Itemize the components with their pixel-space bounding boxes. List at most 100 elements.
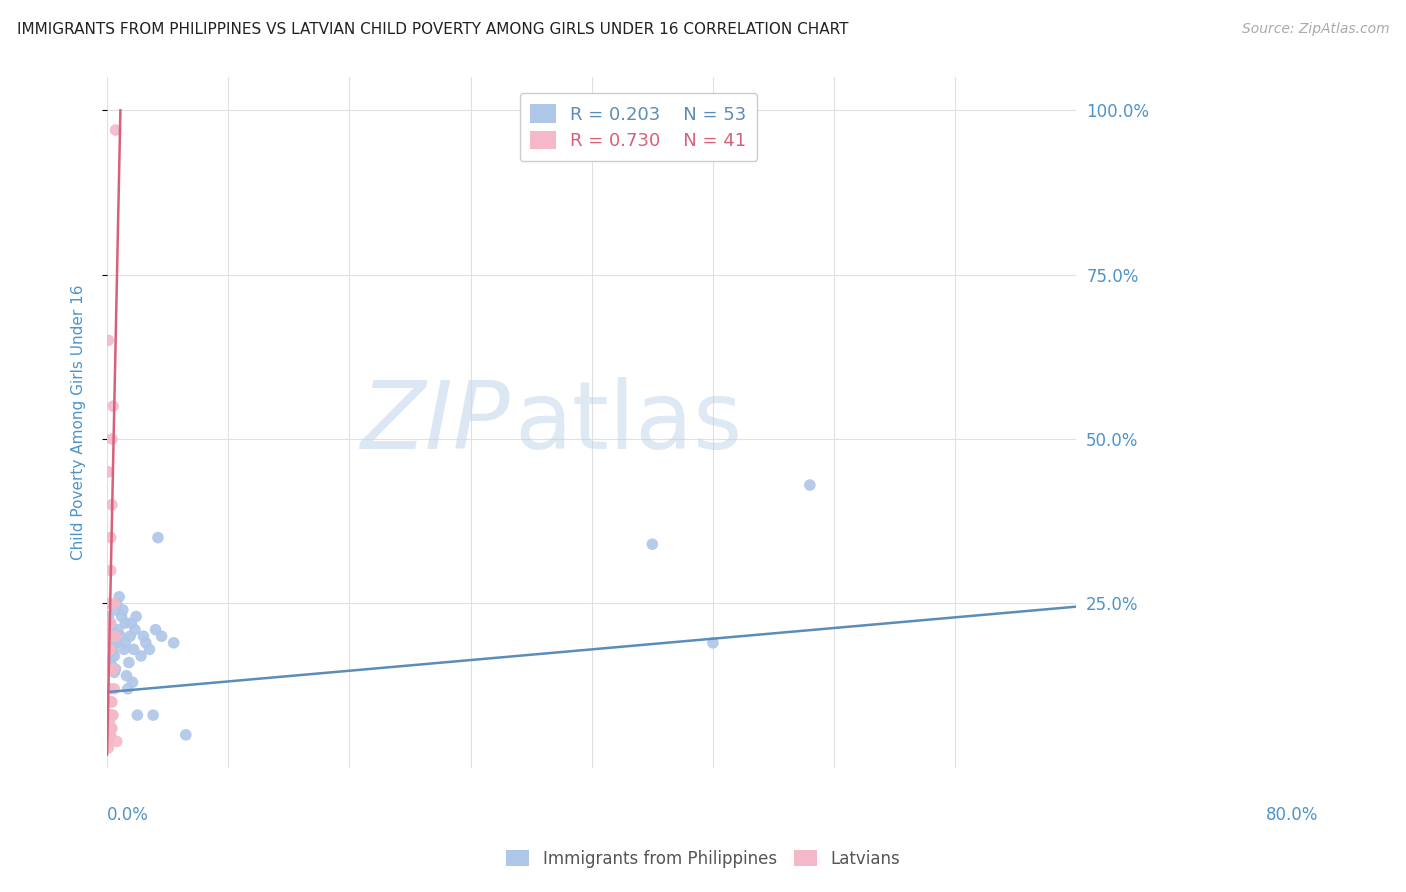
Text: ZIP: ZIP: [360, 377, 509, 468]
Point: [97, 334, 120, 348]
Point: [98, 642, 121, 657]
Point: [124, 623, 146, 637]
Point: [112, 642, 135, 657]
Point: [110, 609, 132, 624]
Point: [101, 432, 124, 446]
Point: [101, 623, 124, 637]
Point: [163, 636, 186, 650]
Point: [114, 616, 136, 631]
Point: [101, 498, 124, 512]
Point: [98, 616, 121, 631]
Point: [97, 741, 120, 756]
Point: [108, 590, 131, 604]
Point: [120, 616, 142, 631]
Point: [110, 629, 132, 643]
Point: [97, 681, 120, 696]
Point: [97, 658, 120, 673]
Point: [117, 681, 139, 696]
Point: [98, 652, 121, 666]
Point: [97, 465, 120, 479]
Point: [105, 636, 128, 650]
Point: [101, 648, 124, 663]
Y-axis label: Child Poverty Among Girls Under 16: Child Poverty Among Girls Under 16: [72, 285, 86, 560]
Text: IMMIGRANTS FROM PHILIPPINES VS LATVIAN CHILD POVERTY AMONG GIRLS UNDER 16 CORREL: IMMIGRANTS FROM PHILIPPINES VS LATVIAN C…: [17, 22, 848, 37]
Point: [98, 639, 121, 653]
Point: [641, 537, 664, 551]
Point: [103, 681, 125, 696]
Point: [101, 662, 124, 676]
Point: [129, 648, 152, 663]
Point: [97, 734, 120, 748]
Point: [97, 626, 120, 640]
Legend: R = 0.203    N = 53, R = 0.730    N = 41: R = 0.203 N = 53, R = 0.730 N = 41: [520, 94, 758, 161]
Point: [146, 531, 169, 545]
Point: [104, 629, 127, 643]
Point: [104, 662, 127, 676]
Point: [101, 708, 124, 723]
Point: [142, 708, 165, 723]
Point: [98, 728, 121, 742]
Point: [101, 642, 124, 657]
Point: [103, 596, 125, 610]
Point: [98, 714, 121, 729]
Point: [799, 478, 821, 492]
Point: [115, 668, 138, 682]
Point: [127, 708, 149, 723]
Point: [100, 656, 122, 670]
Point: [97, 609, 120, 624]
Point: [97, 623, 120, 637]
Point: [100, 728, 122, 742]
Point: [100, 616, 122, 631]
Point: [150, 629, 173, 643]
Point: [135, 636, 157, 650]
Point: [104, 603, 127, 617]
Point: [111, 603, 134, 617]
Point: [97, 721, 120, 735]
Point: [98, 662, 121, 676]
Point: [105, 596, 128, 610]
Point: [101, 629, 124, 643]
Point: [97, 708, 120, 723]
Point: [101, 646, 124, 660]
Point: [101, 695, 124, 709]
Point: [98, 708, 121, 723]
Point: [114, 636, 136, 650]
Point: [105, 734, 128, 748]
Text: 0.0%: 0.0%: [107, 805, 149, 823]
Point: [100, 564, 122, 578]
Legend: Immigrants from Philippines, Latvians: Immigrants from Philippines, Latvians: [499, 844, 907, 875]
Point: [97, 695, 120, 709]
Point: [98, 721, 121, 735]
Point: [118, 656, 141, 670]
Point: [101, 399, 124, 413]
Point: [98, 721, 121, 735]
Point: [100, 695, 122, 709]
Point: [174, 728, 197, 742]
Point: [138, 642, 160, 657]
Text: Source: ZipAtlas.com: Source: ZipAtlas.com: [1241, 22, 1389, 37]
Point: [100, 708, 122, 723]
Point: [132, 629, 155, 643]
Point: [97, 629, 120, 643]
Point: [702, 636, 724, 650]
Point: [122, 642, 145, 657]
Point: [100, 632, 122, 647]
Point: [100, 531, 122, 545]
Point: [103, 636, 125, 650]
Point: [107, 623, 129, 637]
Point: [101, 721, 124, 735]
Text: atlas: atlas: [515, 376, 742, 468]
Point: [100, 721, 122, 735]
Point: [121, 675, 143, 690]
Point: [145, 623, 167, 637]
Point: [97, 596, 120, 610]
Point: [98, 616, 121, 631]
Point: [103, 648, 125, 663]
Text: 80.0%: 80.0%: [1267, 805, 1319, 823]
Point: [104, 123, 127, 137]
Point: [98, 642, 121, 657]
Point: [100, 681, 122, 696]
Point: [120, 629, 142, 643]
Point: [101, 629, 124, 643]
Point: [100, 708, 122, 723]
